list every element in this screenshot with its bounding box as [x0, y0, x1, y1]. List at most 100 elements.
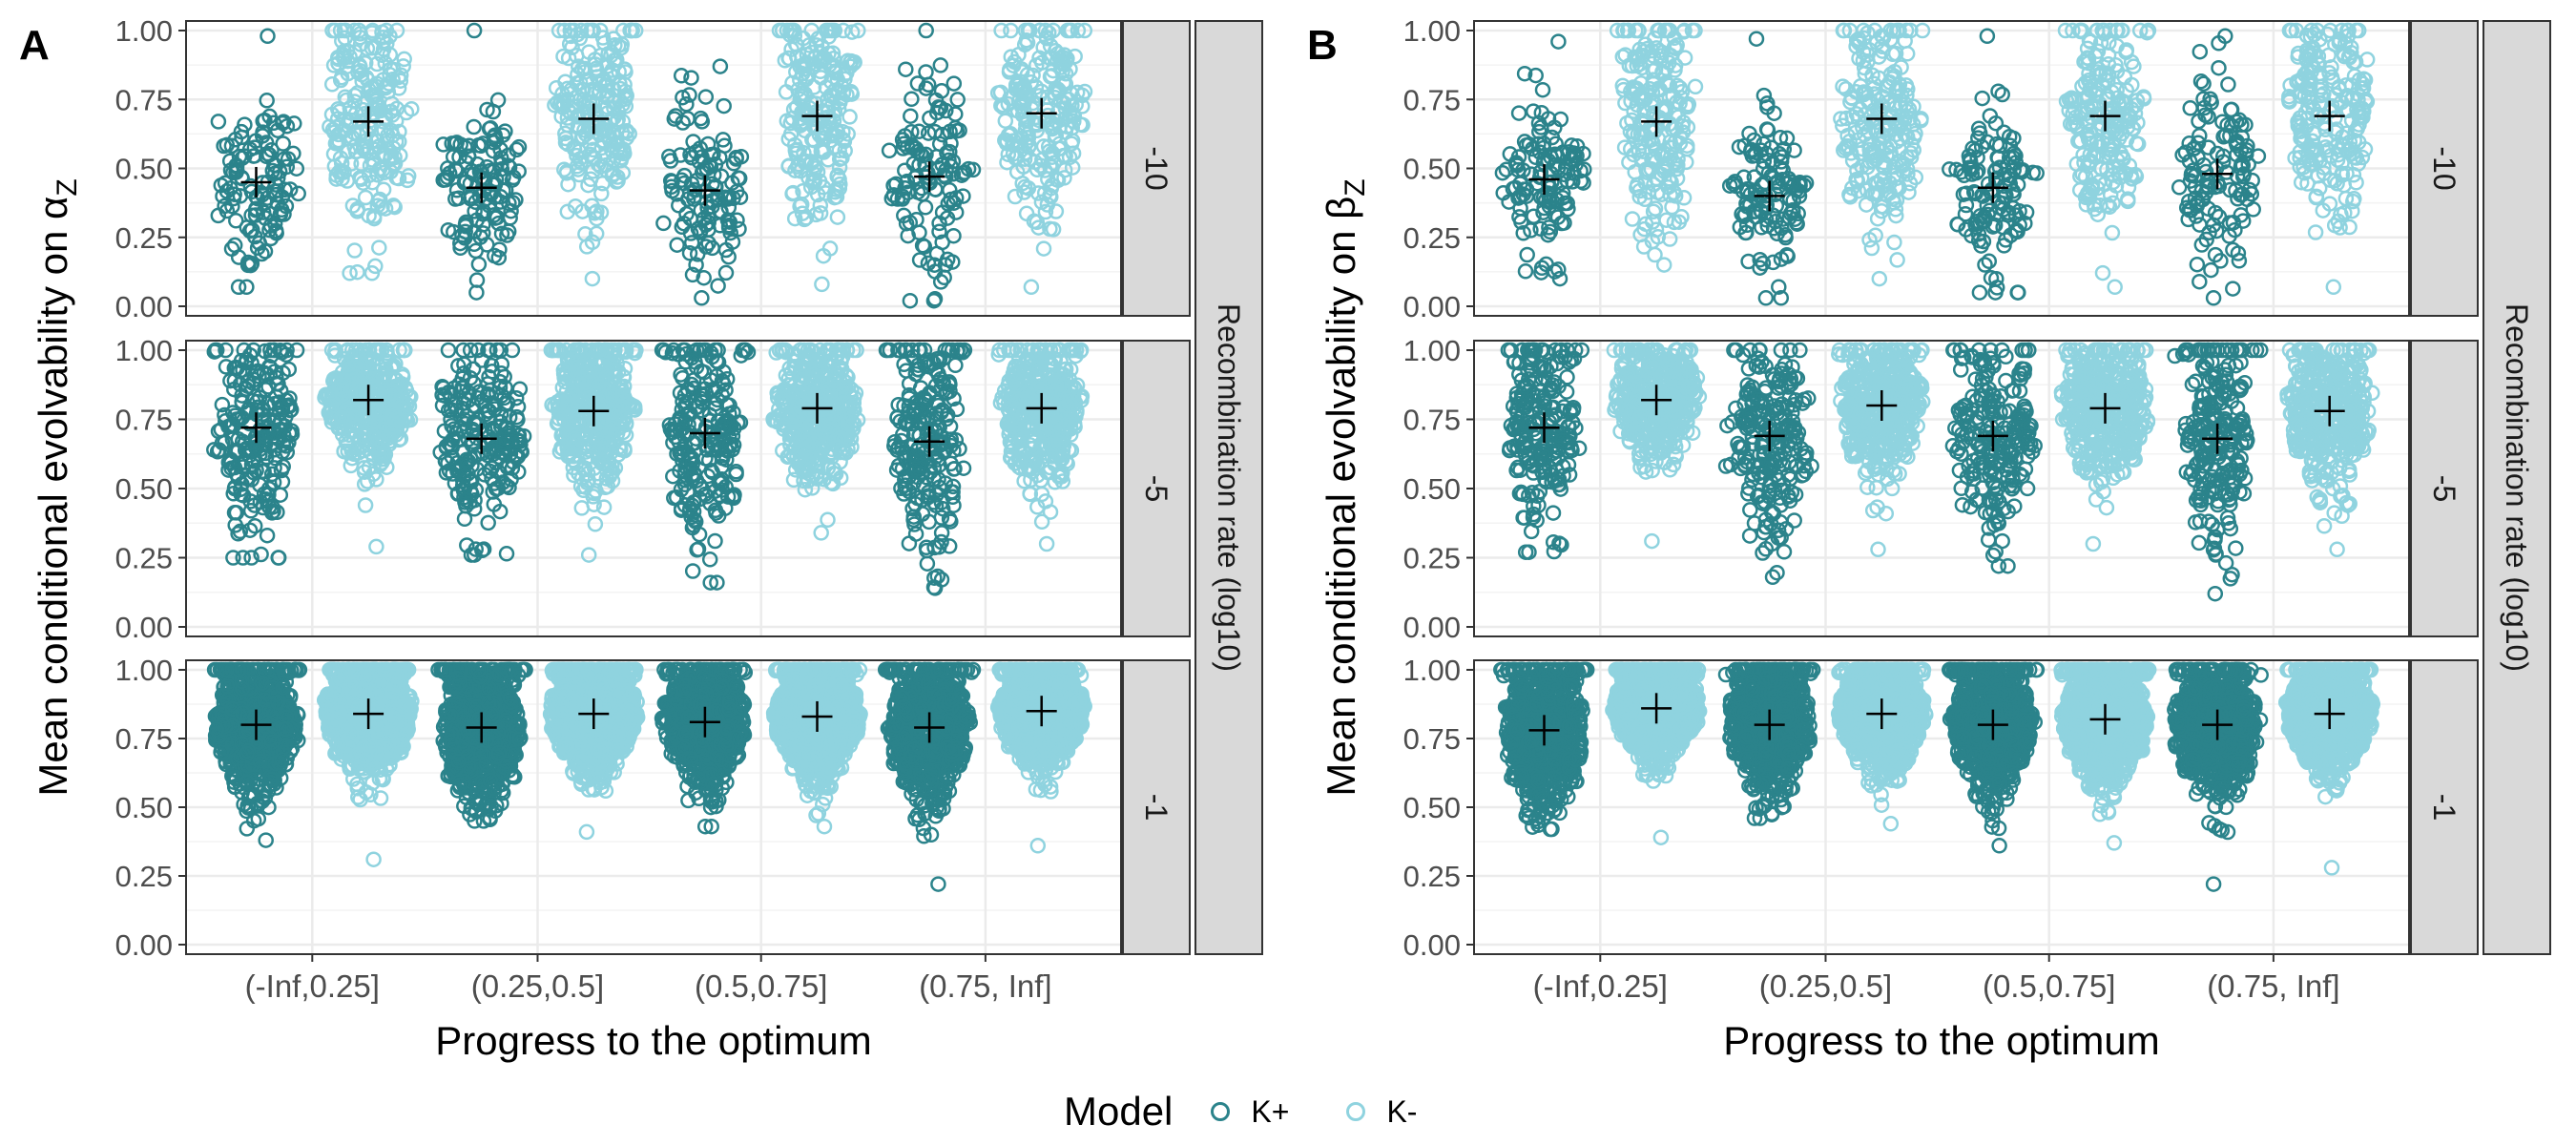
- data-point: [688, 257, 704, 273]
- data-point: [693, 110, 709, 127]
- data-point: [488, 171, 505, 188]
- data-point: [228, 213, 244, 229]
- data-point: [380, 127, 396, 144]
- data-point: [696, 269, 712, 286]
- data-point: [328, 171, 344, 187]
- data-point: [335, 50, 352, 67]
- data-point: [934, 204, 951, 220]
- data-point: [327, 135, 344, 152]
- data-point: [682, 146, 698, 163]
- data-point: [705, 146, 721, 163]
- data-point: [509, 141, 525, 158]
- data-point: [218, 136, 236, 154]
- data-point: [679, 191, 696, 207]
- data-point: [233, 123, 250, 140]
- data-point: [324, 22, 341, 39]
- data-point: [931, 223, 947, 240]
- data-point: [346, 94, 363, 110]
- data-point: [674, 219, 691, 236]
- data-point: [683, 235, 700, 251]
- data-point: [477, 172, 493, 188]
- data-point: [383, 103, 399, 120]
- data-point: [683, 70, 699, 86]
- data-point: [259, 93, 275, 109]
- data-point: [399, 172, 416, 189]
- data-point: [447, 191, 464, 207]
- data-point: [490, 215, 507, 232]
- y-tick-label: 1.00: [115, 654, 173, 687]
- data-point: [909, 75, 926, 92]
- data-point: [946, 120, 964, 136]
- data-point: [435, 136, 451, 153]
- data-point: [261, 108, 278, 125]
- data-point: [717, 264, 735, 281]
- data-point: [943, 135, 959, 152]
- data-point: [911, 123, 927, 139]
- data-point: [446, 223, 462, 240]
- data-point: [435, 172, 451, 188]
- data-point: [661, 148, 677, 165]
- facet-strip-label: -5: [1139, 475, 1174, 502]
- data-point: [466, 118, 482, 135]
- data-point: [228, 161, 244, 177]
- series-k-minus: [322, 22, 1093, 296]
- data-point: [472, 137, 489, 155]
- data-point: [448, 182, 466, 198]
- data-point: [239, 279, 255, 296]
- y-tick-label: 0.50: [115, 791, 173, 824]
- y-tick-label: 0.75: [115, 722, 173, 756]
- data-point: [244, 221, 260, 239]
- data-point: [932, 57, 949, 73]
- data-point: [467, 242, 484, 260]
- data-point: [371, 239, 387, 256]
- data-point: [267, 165, 283, 182]
- y-tick-label: 0.50: [115, 153, 173, 186]
- data-point: [911, 252, 928, 268]
- data-point: [285, 145, 301, 162]
- data-point: [503, 202, 519, 219]
- data-point: [226, 237, 243, 254]
- data-point: [339, 173, 356, 189]
- y-tick-label: 1.00: [115, 334, 173, 367]
- data-point: [260, 145, 276, 162]
- panel-tag: A: [19, 22, 50, 69]
- data-point: [477, 191, 493, 207]
- data-point: [457, 139, 473, 156]
- data-point: [275, 135, 291, 152]
- data-point: [916, 239, 933, 255]
- data-point: [333, 69, 350, 86]
- data-point: [717, 241, 735, 259]
- data-point: [263, 141, 280, 158]
- data-point: [336, 22, 353, 39]
- data-point: [268, 222, 284, 239]
- data-point: [955, 188, 971, 204]
- data-point: [487, 247, 503, 264]
- data-point: [697, 217, 715, 233]
- data-point: [279, 158, 296, 176]
- data-point: [500, 157, 516, 174]
- data-point: [336, 43, 352, 60]
- data-point: [361, 81, 377, 98]
- data-point: [275, 114, 292, 130]
- data-point: [678, 95, 695, 113]
- data-point: [934, 126, 950, 143]
- data-point: [945, 166, 962, 182]
- data-point: [323, 106, 341, 123]
- y-tick-label: 0.00: [115, 611, 173, 644]
- data-point: [472, 229, 488, 245]
- data-point: [488, 132, 505, 149]
- data-point: [881, 142, 898, 159]
- facet: 0.000.250.500.751.00-1(-Inf,0.25] (0.25,0…: [115, 654, 1191, 1063]
- data-point: [210, 114, 227, 130]
- data-point: [681, 87, 697, 103]
- data-point: [485, 103, 502, 120]
- data-point: [697, 89, 715, 105]
- y-tick-label: 0.75: [115, 83, 173, 116]
- data-point: [903, 108, 919, 124]
- facet-strip-outer: [1195, 20, 1263, 955]
- data-point: [926, 263, 944, 280]
- data-point: [922, 110, 938, 127]
- data-point: [909, 184, 926, 200]
- data-point: [731, 170, 748, 187]
